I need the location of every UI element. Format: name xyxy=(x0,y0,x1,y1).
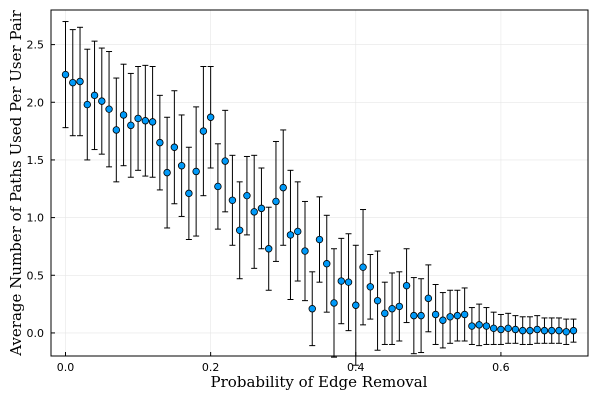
data-point xyxy=(337,277,345,285)
y-tick-label: 0.0 xyxy=(27,327,45,340)
data-point xyxy=(192,167,200,176)
data-point xyxy=(431,310,440,319)
data-point xyxy=(460,310,469,319)
data-point xyxy=(228,196,237,204)
data-point xyxy=(163,168,171,177)
data-point xyxy=(206,113,215,121)
data-point xyxy=(98,97,106,105)
data-point xyxy=(417,311,425,320)
data-point xyxy=(366,283,374,291)
data-point xyxy=(279,183,287,192)
data-point xyxy=(395,302,404,311)
data-point xyxy=(69,78,77,87)
x-ticks: 0.0 0.2 0.4 0.6 xyxy=(57,352,510,374)
data-point xyxy=(134,114,142,123)
y-tick-label: 0.5 xyxy=(27,269,45,282)
data-point xyxy=(468,322,476,330)
data-point xyxy=(555,326,563,335)
data-point xyxy=(511,325,520,334)
data-point xyxy=(257,204,266,213)
data-point xyxy=(105,105,113,113)
plot-frame xyxy=(50,9,589,357)
data-point xyxy=(518,326,527,335)
data-point xyxy=(540,326,549,335)
data-point xyxy=(90,91,99,100)
data-point xyxy=(308,305,316,313)
data-point xyxy=(170,143,179,151)
data-point xyxy=(156,138,164,147)
data-point xyxy=(504,324,512,333)
data-point xyxy=(185,189,193,198)
data-point xyxy=(453,311,462,320)
data-point xyxy=(272,197,280,206)
error-bars xyxy=(62,21,577,366)
data-point xyxy=(562,328,570,336)
data-point xyxy=(446,313,454,321)
y-tick-label: 2.0 xyxy=(27,96,45,109)
data-point xyxy=(286,231,295,239)
data-point xyxy=(112,126,121,134)
data-point xyxy=(294,227,302,236)
data-point xyxy=(141,117,150,125)
data-point xyxy=(439,316,447,324)
data-points xyxy=(61,70,578,336)
data-point xyxy=(83,100,91,109)
x-tick-label: 0.0 xyxy=(57,361,75,374)
data-point xyxy=(148,118,157,126)
data-point xyxy=(301,247,309,255)
y-tick-label: 1.5 xyxy=(27,154,45,167)
data-point xyxy=(475,321,483,329)
data-point xyxy=(177,161,186,170)
data-point xyxy=(265,245,273,253)
data-point xyxy=(381,309,389,318)
y-axis-label: Average Number of Paths Used Per User Pa… xyxy=(7,9,25,356)
y-ticks: 0.0 0.5 1.0 1.5 2.0 2.5 xyxy=(27,39,55,340)
data-point xyxy=(344,278,353,286)
data-point xyxy=(127,121,135,130)
data-point xyxy=(533,325,541,334)
data-point xyxy=(548,326,556,335)
data-point xyxy=(250,208,258,216)
data-point xyxy=(330,299,338,307)
data-point xyxy=(235,226,244,234)
data-point xyxy=(76,77,84,86)
data-point xyxy=(323,260,331,268)
data-point xyxy=(497,325,505,334)
x-tick-label: 0.6 xyxy=(492,361,510,374)
data-point xyxy=(424,294,433,303)
x-axis-label: Probability of Edge Removal xyxy=(211,373,428,391)
grid xyxy=(51,10,588,356)
data-point xyxy=(373,296,382,305)
data-point xyxy=(569,326,578,335)
data-point xyxy=(352,301,360,309)
data-point xyxy=(526,326,534,335)
data-point xyxy=(489,324,498,333)
data-point xyxy=(214,182,222,191)
data-point xyxy=(359,263,367,271)
data-point xyxy=(410,311,418,320)
data-point xyxy=(119,111,128,119)
data-point xyxy=(199,127,208,135)
data-point xyxy=(61,70,70,79)
data-point xyxy=(482,322,491,330)
data-point xyxy=(221,157,229,165)
data-point xyxy=(388,305,396,313)
data-point xyxy=(402,281,411,290)
data-point xyxy=(243,191,251,200)
x-tick-label: 0.2 xyxy=(202,361,220,374)
data-point xyxy=(315,235,324,244)
y-tick-label: 1.0 xyxy=(27,212,45,225)
y-tick-label: 2.5 xyxy=(27,39,45,52)
x-tick-label: 0.4 xyxy=(347,361,365,374)
